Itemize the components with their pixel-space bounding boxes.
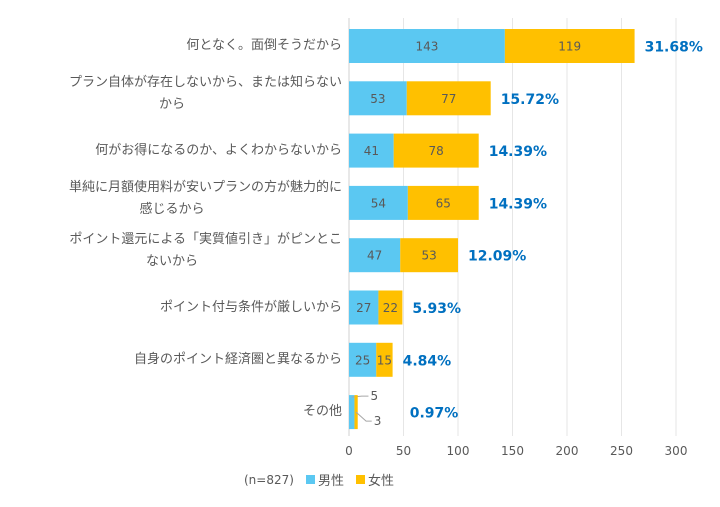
- bar-male: [349, 185, 408, 220]
- legend-swatch-female: [355, 475, 365, 484]
- category-label: 自身のポイント経済圏と異なるから: [2, 349, 342, 371]
- data-label: 27: [356, 301, 371, 315]
- data-label: 54: [371, 196, 386, 210]
- category-label: ポイント付与条件が厳しいから: [2, 297, 342, 319]
- bar-male: [349, 238, 401, 273]
- bar-female: [400, 238, 458, 273]
- legend-swatch-male: [305, 475, 315, 484]
- bar-male: [349, 395, 355, 430]
- data-label: 53: [370, 92, 385, 106]
- x-tick-label: 50: [396, 444, 411, 458]
- total-percent-label: 14.39%: [489, 144, 547, 160]
- legend-label-female: 女性: [367, 474, 394, 489]
- data-label: 143: [415, 40, 438, 54]
- total-percent-label: 4.84%: [403, 353, 452, 369]
- total-percent-label: 14.39%: [489, 196, 547, 212]
- data-label: 15: [377, 353, 392, 367]
- bar-female: [376, 342, 393, 377]
- x-tick-label: 300: [665, 444, 688, 458]
- legend-item-female: 女性: [355, 470, 394, 489]
- data-label: 119: [558, 40, 581, 54]
- category-label: 何がお得になるのか、よくわからないから: [2, 140, 342, 162]
- bar-female: [393, 133, 479, 168]
- total-percent-label: 12.09%: [468, 249, 526, 265]
- data-label: 65: [436, 196, 451, 210]
- total-percent-label: 0.97%: [410, 406, 459, 422]
- data-label: 25: [355, 353, 370, 367]
- category-label-line: ポイント付与条件が厳しいから: [159, 299, 342, 315]
- category-label-line: 感じるから: [139, 201, 205, 217]
- total-percent-label: 5.93%: [412, 301, 461, 317]
- bar-female: [407, 185, 479, 220]
- category-label-line: 自身のポイント経済圏と異なるから: [133, 351, 342, 367]
- data-label: 22: [383, 301, 398, 315]
- x-tick-label: 250: [610, 444, 633, 458]
- bar-male: [349, 342, 377, 377]
- bar-male: [349, 133, 394, 168]
- x-tick-label: 100: [447, 444, 470, 458]
- category-label: ポイント還元による「実質値引き」がピンとこないから: [2, 229, 342, 273]
- category-label-line: プラン自体が存在しないから、または知らない: [68, 75, 342, 91]
- legend: (n=827) 男性 女性: [244, 470, 394, 490]
- bar-female: [504, 29, 635, 63]
- total-percent-label: 31.68%: [645, 40, 703, 56]
- x-tick-label: 0: [345, 444, 353, 458]
- data-label: 47: [367, 249, 382, 263]
- data-label: 78: [429, 144, 444, 158]
- bar-male: [349, 81, 407, 116]
- bar-female: [406, 81, 491, 116]
- category-label: 何となく。面倒そうだから: [2, 35, 342, 57]
- legend-item-male: 男性: [305, 470, 344, 489]
- category-label: プラン自体が存在しないから、または知らないから: [2, 72, 342, 116]
- data-label: 3: [374, 414, 382, 428]
- legend-label-male: 男性: [317, 474, 344, 489]
- x-tick-label: 200: [556, 444, 579, 458]
- bar-female: [378, 290, 403, 325]
- category-label-line: ポイント還元による「実質値引き」がピンとこ: [69, 232, 342, 248]
- category-label-line: 何となく。面倒そうだから: [186, 38, 342, 53]
- category-label-line: から: [158, 97, 185, 113]
- data-label: 77: [441, 92, 456, 106]
- category-label-line: 何がお得になるのか、よくわからないから: [95, 142, 342, 158]
- data-label: 5: [370, 389, 378, 403]
- category-label-line: 単純に月額使用料が安いプランの方が魅力的に: [68, 179, 342, 195]
- x-tick-label: 150: [501, 444, 524, 458]
- category-label: その他: [2, 401, 342, 423]
- data-label: 41: [364, 144, 379, 158]
- sample-size-note: (n=827): [244, 472, 294, 487]
- callout-line: [355, 411, 372, 422]
- total-percent-label: 15.72%: [501, 92, 559, 108]
- category-label-line: ないから: [145, 254, 198, 270]
- category-label: 単純に月額使用料が安いプランの方が魅力的に感じるから: [2, 177, 342, 221]
- data-label: 53: [421, 249, 436, 263]
- category-label-line: その他: [302, 404, 342, 420]
- bar-male: [349, 29, 505, 63]
- bar-male: [349, 290, 379, 325]
